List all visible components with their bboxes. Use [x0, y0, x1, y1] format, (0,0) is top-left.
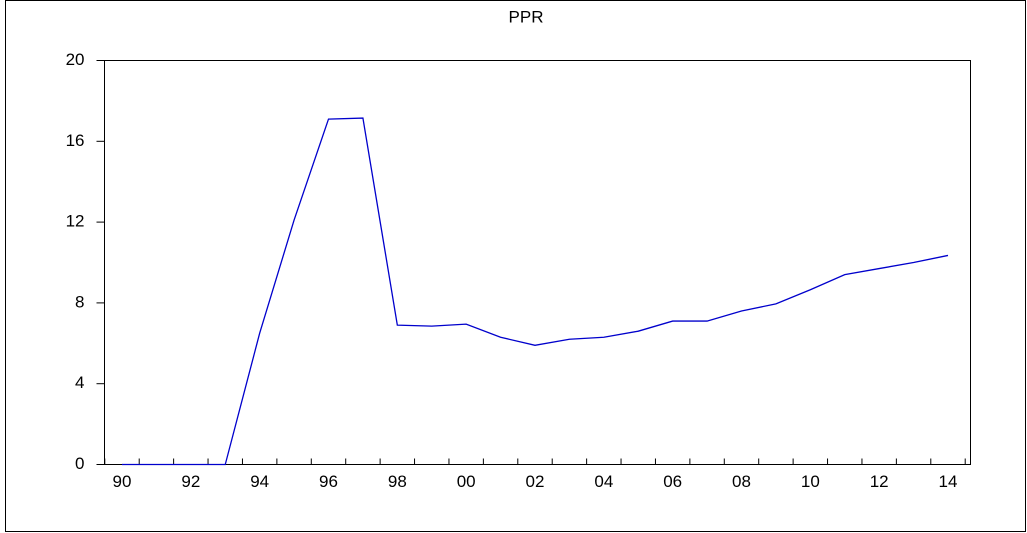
x-tick-label: 14 [939, 472, 958, 491]
y-tick-label: 8 [75, 292, 84, 311]
x-tick-label: 10 [801, 472, 820, 491]
frame [5, 0, 1026, 532]
line [122, 117, 949, 466]
x-tick-label: 90 [113, 472, 132, 491]
y-tick-label: 12 [66, 212, 85, 231]
chart-title: PPR [509, 7, 544, 26]
x-tick-label: 96 [319, 472, 338, 491]
y-tick-label: 16 [66, 131, 85, 150]
y-tick-label: 20 [66, 50, 85, 69]
x-tick-label: 08 [732, 472, 751, 491]
x-tick-label: 04 [594, 472, 613, 491]
plot-area [104, 60, 971, 465]
x-tick-label: 06 [663, 472, 682, 491]
x-tick-label: 92 [181, 472, 200, 491]
x-tick-label: 98 [388, 472, 407, 491]
y-tick-label: 0 [75, 454, 84, 473]
x-tick-label: 00 [457, 472, 476, 491]
x-tick-label: 94 [250, 472, 269, 491]
x-tick-label: 02 [526, 472, 545, 491]
y-tick-label: 4 [75, 373, 84, 392]
x-tick-label: 12 [870, 472, 889, 491]
